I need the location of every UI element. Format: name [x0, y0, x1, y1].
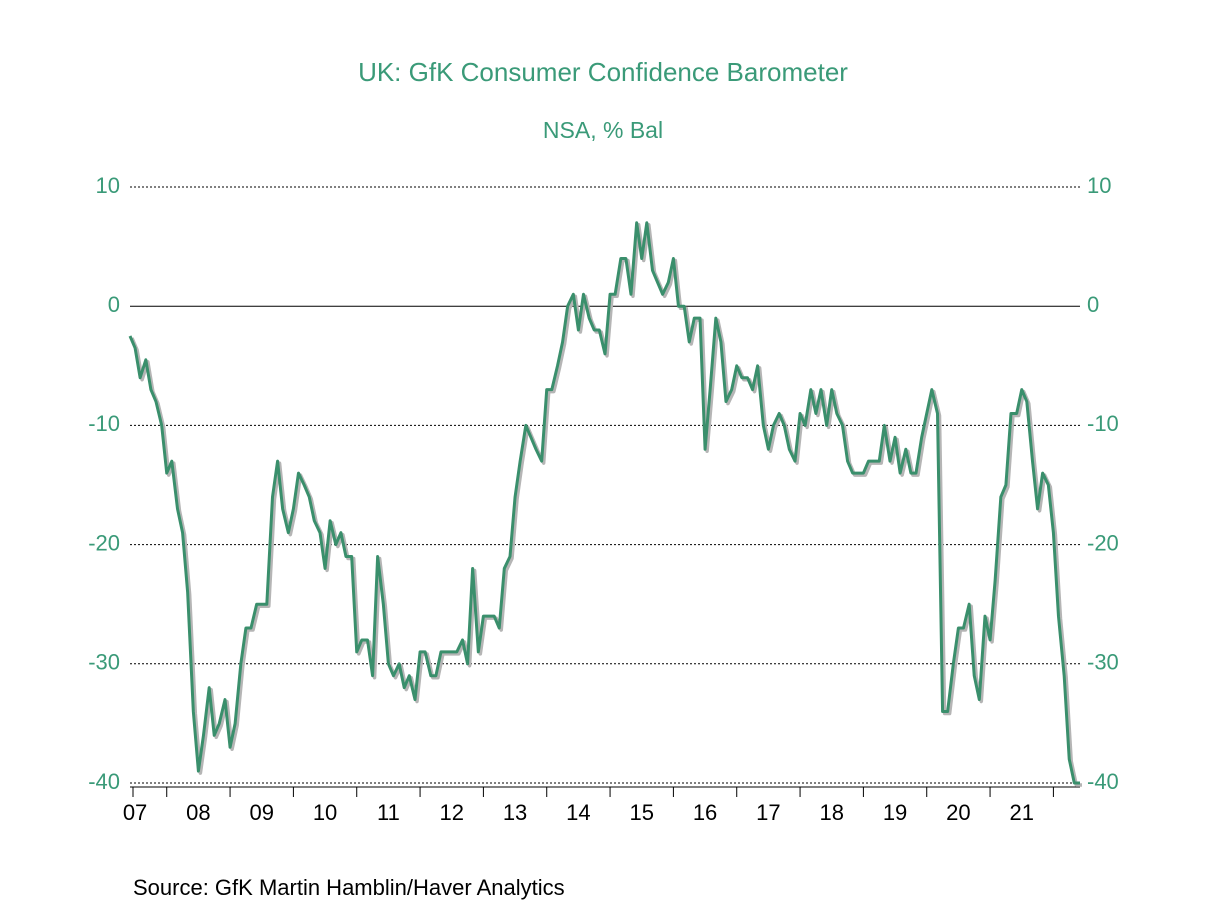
x-tick-label: 18: [819, 800, 843, 825]
source-note: Source: GfK Martin Hamblin/Haver Analyti…: [133, 875, 565, 900]
x-tick-label: 20: [946, 800, 970, 825]
x-tick-label: 12: [439, 800, 463, 825]
line: [128, 221, 1080, 785]
y-tick-label: 0: [108, 292, 120, 317]
x-tick-label: 17: [756, 800, 780, 825]
y2-tick-label: -10: [1087, 411, 1119, 436]
y-tick-label: -10: [88, 411, 120, 436]
x-tick-label: 14: [566, 800, 590, 825]
y2-tick-label: 10: [1087, 173, 1111, 198]
x-tick-label: 11: [377, 800, 400, 825]
y2-tick-label: -20: [1087, 530, 1119, 555]
x-tick-label: 19: [883, 800, 907, 825]
x-tick-label: 07: [123, 800, 147, 825]
x-tick-label: 16: [693, 800, 717, 825]
x-tick-label: 08: [186, 800, 210, 825]
y2-tick-label: 0: [1087, 292, 1099, 317]
line-shadow: [130, 223, 1082, 787]
x-tick-label: 15: [629, 800, 653, 825]
y-tick-label: -30: [88, 650, 120, 675]
x-tick-label: 13: [503, 800, 527, 825]
y-tick-label: -40: [88, 769, 120, 794]
y-tick-label: -20: [88, 530, 120, 555]
x-tick-label: 09: [249, 800, 273, 825]
chart-title: UK: GfK Consumer Confidence Barometer: [358, 57, 848, 87]
y2-tick-label: -40: [1087, 769, 1119, 794]
x-tick-label: 10: [313, 800, 337, 825]
chart-subtitle: NSA, % Bal: [543, 117, 663, 143]
x-tick-label: 21: [1009, 800, 1033, 825]
y2-tick-label: -30: [1087, 650, 1119, 675]
y-tick-label: 10: [96, 173, 120, 198]
